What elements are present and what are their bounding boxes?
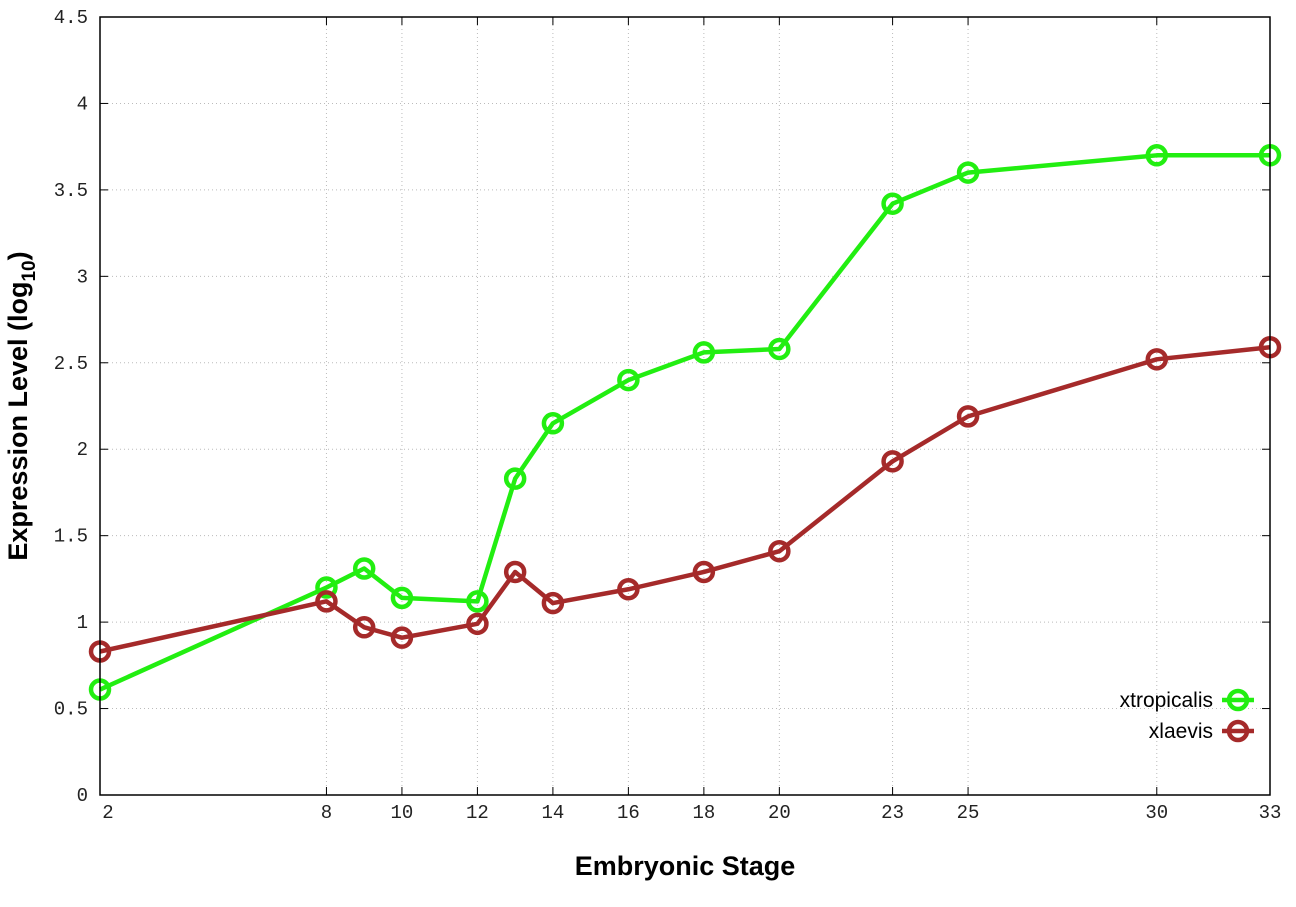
data-point (466, 590, 489, 613)
y-tick-label: 1.5 (54, 526, 88, 548)
y-tick-label: 4.5 (54, 7, 88, 29)
y-tick-label: 4 (77, 93, 88, 115)
y-axis-label: Expression Level (log10) (3, 251, 40, 560)
x-tick-label: 10 (391, 802, 414, 824)
series-xlaevis (88, 335, 1282, 663)
y-tick-label: 3.5 (54, 180, 88, 202)
y-tick-label: 2.5 (54, 353, 88, 375)
y-tick-label: 2 (77, 439, 88, 461)
data-point (956, 405, 980, 428)
data-point (541, 591, 565, 615)
x-axis-label: Embryonic Stage (575, 851, 796, 881)
x-tick-label: 33 (1259, 802, 1282, 824)
x-tick-label: 18 (692, 802, 715, 824)
x-tick-label: 2 (102, 802, 113, 824)
legend-label: xtropicalis (1120, 689, 1213, 712)
data-point (692, 560, 716, 584)
data-point (768, 539, 791, 563)
x-tick-label: 16 (617, 802, 640, 824)
data-point (390, 586, 414, 610)
data-point (352, 557, 376, 580)
plot-frame (99, 16, 1271, 796)
data-point (1145, 144, 1169, 167)
data-point (692, 341, 716, 364)
data-point (1145, 348, 1169, 371)
data-point (503, 467, 527, 490)
data-point (503, 560, 527, 584)
data-point (315, 590, 338, 613)
ticks: 0 0.5 1 1.5 2 2.5 3 3.5 4 4.5 2 8 10 12 14 16 18 20 23 25 30… (54, 7, 1282, 824)
x-tick-label: 14 (541, 802, 564, 824)
series-layer (88, 144, 1282, 701)
x-tick-label: 8 (321, 802, 332, 824)
x-tick-label: 30 (1145, 802, 1168, 824)
grid (100, 17, 1270, 795)
series-line (99, 344, 1271, 654)
series-line (99, 153, 1270, 692)
y-tick-label: 1 (77, 612, 88, 634)
data-point (466, 612, 489, 636)
x-tick-label: 20 (768, 802, 791, 824)
data-point (768, 337, 791, 361)
x-tick-label: 23 (881, 802, 904, 824)
data-point (390, 626, 414, 649)
legend: xtropicalis xlaevis (1120, 688, 1254, 743)
data-point (956, 161, 980, 184)
x-tick-label: 12 (466, 802, 489, 824)
legend-marker (1226, 688, 1250, 712)
data-point (617, 578, 640, 601)
data-point (352, 616, 376, 639)
data-point (617, 368, 640, 392)
legend-label: xlaevis (1149, 720, 1213, 743)
y-tick-label: 0 (77, 785, 88, 807)
x-tick-label: 25 (957, 802, 980, 824)
data-point (881, 192, 904, 215)
y-tick-label: 0.5 (54, 699, 88, 721)
data-point (881, 450, 904, 473)
data-point (541, 412, 565, 435)
y-tick-label: 3 (77, 266, 88, 288)
legend-marker (1226, 719, 1250, 743)
data-point (315, 576, 338, 599)
